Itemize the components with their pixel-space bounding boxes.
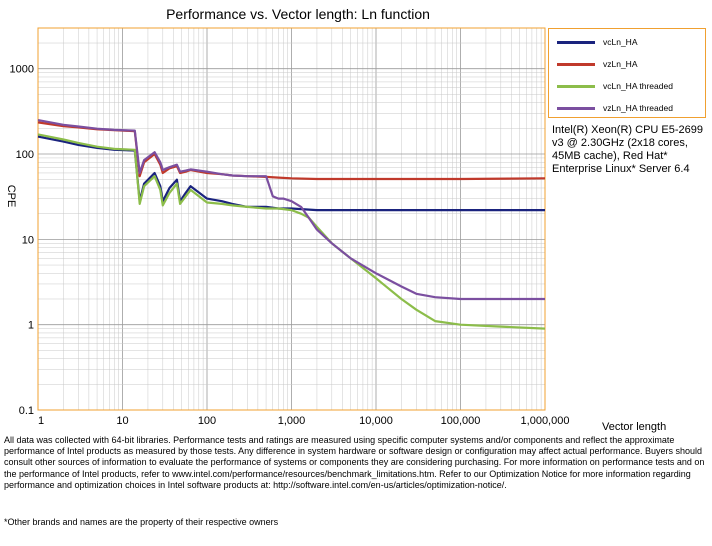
legend-swatch	[557, 106, 595, 110]
x-axis-label: Vector length	[602, 421, 666, 433]
chart: Performance vs. Vector length: Ln functi…	[5, 6, 666, 433]
disclaimer-text: All data was collected with 64-bit libra…	[4, 435, 705, 490]
legend-swatch	[557, 62, 595, 66]
legend-swatch	[557, 40, 595, 44]
legend-label: vzLn_HA	[603, 59, 638, 69]
plot-area	[37, 27, 546, 411]
x-tick-label: 100,000	[441, 415, 481, 427]
legend-item: vcLn_HA	[557, 35, 638, 49]
legend-item: vcLn_HA threaded	[557, 79, 673, 93]
x-tick-label: 1,000,000	[521, 415, 570, 427]
y-tick-label: 100	[16, 149, 34, 161]
legend-item: vzLn_HA threaded	[557, 101, 673, 115]
legend-swatch	[557, 84, 595, 88]
legend-label: vzLn_HA threaded	[603, 103, 673, 113]
series-layer	[37, 119, 546, 330]
y-axis-label: CPE	[5, 185, 17, 208]
series-line	[37, 133, 546, 330]
x-tick-label: 1,000	[278, 415, 306, 427]
chart-title: Performance vs. Vector length: Ln functi…	[166, 6, 430, 22]
x-axis: 1 10 100 1,000 10,000 100,000 1,000,000	[38, 415, 569, 427]
y-tick-label: 1000	[10, 64, 34, 76]
series-line	[37, 119, 545, 301]
y-axis: 0.1 1 10 100 1000	[10, 64, 34, 417]
x-tick-label: 1	[38, 415, 44, 427]
legend-label: vcLn_HA threaded	[603, 81, 673, 91]
legend-item: vzLn_HA	[557, 57, 638, 71]
trademark-note: *Other brands and names are the property…	[4, 517, 279, 527]
y-tick-label: 10	[22, 234, 34, 246]
legend-label: vcLn_HA	[603, 37, 638, 47]
x-tick-label: 100	[198, 415, 216, 427]
legend: vcLn_HA vzLn_HA vcLn_HA threaded vzLn_HA…	[548, 28, 706, 118]
grid	[37, 27, 545, 411]
x-tick-label: 10,000	[359, 415, 393, 427]
cpu-note: Intel(R) Xeon(R) CPU E5-2699 v3 @ 2.30GH…	[552, 124, 704, 175]
y-tick-label: 0.1	[19, 405, 34, 417]
x-tick-label: 10	[116, 415, 128, 427]
y-tick-label: 1	[28, 320, 34, 332]
